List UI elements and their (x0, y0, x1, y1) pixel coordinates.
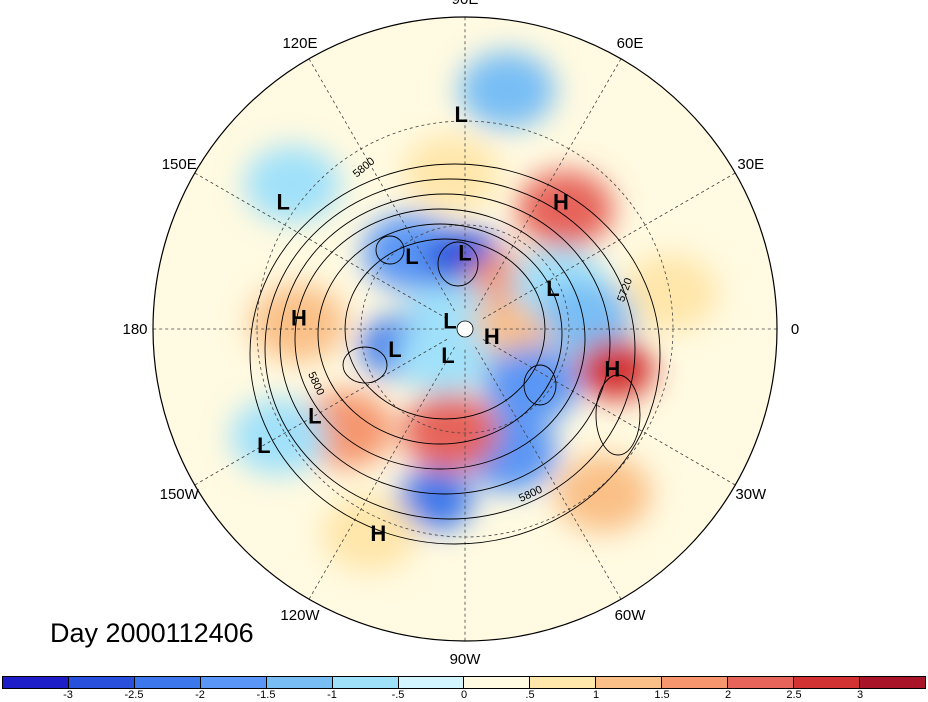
colorbar-tick: 1.5 (654, 689, 670, 701)
low-pressure-marker: L (308, 404, 321, 429)
colorbar-tick: 0 (460, 689, 468, 701)
high-pressure-marker: H (553, 190, 569, 215)
anomaly-blob-0 (517, 171, 614, 248)
anomaly-blob-23 (555, 455, 652, 533)
meridian-120 (308, 58, 455, 312)
high-pressure-marker: H (370, 521, 386, 546)
colorbar-tick: .5 (525, 689, 535, 701)
colorbar-swatch-0 (3, 677, 69, 688)
colorbar-tick: 3 (856, 689, 864, 701)
colorbar-swatch-9 (596, 677, 663, 688)
longitude-label: 0 (791, 321, 799, 338)
colorbar-tick: 1 (592, 689, 600, 701)
low-pressure-marker: L (277, 190, 290, 215)
longitude-label: 90W (450, 651, 482, 668)
high-pressure-marker: H (484, 324, 500, 349)
colorbar-swatch-13 (859, 677, 925, 688)
anomaly-blob-16 (483, 346, 580, 424)
longitude-label: 60E (617, 35, 644, 52)
anomaly-blob-2 (621, 254, 718, 332)
longitude-label: 30W (735, 486, 767, 503)
longitude-label: 90E (452, 0, 479, 8)
colorbar-tick: -2.5 (124, 689, 144, 701)
low-pressure-marker: L (443, 308, 456, 333)
closed-contour-0 (437, 241, 479, 287)
colorbar (2, 676, 926, 689)
meridian-330 (482, 339, 736, 486)
low-pressure-marker: L (441, 343, 454, 368)
colorbar-swatch-5 (332, 677, 399, 688)
low-pressure-marker: L (455, 102, 468, 127)
meridian-300 (475, 346, 622, 600)
colorbar-swatch-12 (794, 677, 860, 688)
height-contour-3 (294, 208, 586, 470)
longitude-label: 60W (615, 607, 647, 624)
height-contours (249, 163, 661, 545)
height-contour-2 (279, 193, 611, 495)
longitude-label: 150W (160, 486, 200, 503)
longitude-labels: 90E 60E 30E 0 30W 60W 90W 120W 150W 180 150E 120E (122, 0, 799, 668)
colorbar-swatch-6 (398, 677, 465, 688)
colorbar-tick: 2.5 (786, 689, 802, 701)
colorbar-swatch-10 (662, 677, 729, 688)
colorbar-swatch-11 (728, 677, 795, 688)
longitude-label: 120E (282, 35, 317, 52)
map-disk (153, 17, 777, 641)
colorbar-swatch-3 (200, 677, 267, 688)
colorbar-swatch-1 (68, 677, 135, 688)
height-contour-0 (249, 163, 661, 545)
anomaly-blob-4 (244, 145, 341, 223)
latitude-circle-60 (360, 224, 570, 434)
height-contour-5 (344, 238, 546, 420)
anomaly-blob-1 (403, 135, 500, 212)
closed-contour-2 (342, 346, 388, 384)
closed-contour-1 (375, 235, 405, 265)
colorbar-swatch-4 (266, 677, 333, 688)
meridian-150 (194, 172, 448, 319)
colorbar-tick: 2 (724, 689, 732, 701)
height-contour-1 (264, 178, 636, 520)
colorbar-swatch-7 (464, 677, 531, 688)
colorbar-tick: -1.5 (256, 689, 276, 701)
high-pressure-marker: H (604, 356, 620, 381)
closed-contour-4 (595, 374, 641, 456)
low-pressure-marker: L (458, 241, 471, 266)
longitude-label: 30E (737, 156, 764, 173)
graticule (153, 17, 777, 641)
low-pressure-marker: L (388, 337, 401, 362)
colorbar-swatch-2 (134, 677, 201, 688)
longitude-label: 180 (122, 321, 147, 338)
map-boundary (152, 16, 778, 642)
anomaly-blob-3 (459, 51, 556, 129)
pole-marker (456, 320, 474, 338)
colorbar-tick-labels: -3 -2.5 -2 -1.5 -1 -.5 0 .5 1 1.5 2 2.5 3 (0, 689, 928, 702)
meridian-210 (194, 339, 448, 486)
height-contour-4 (317, 223, 563, 445)
colorbar-tick: -3 (63, 689, 73, 701)
colorbar-tick: -.5 (391, 689, 405, 701)
anomaly-blob-19 (402, 393, 499, 471)
longitude-label: 150E (162, 156, 197, 173)
colorbar-swatch-8 (530, 677, 597, 688)
low-pressure-marker: L (257, 433, 270, 458)
anomaly-blob-18 (396, 469, 473, 531)
colorbar-tick: -1 (327, 689, 337, 701)
closed-contour-3 (523, 364, 557, 406)
meridian-240 (308, 346, 455, 600)
map-title: Day 2000112406 (50, 618, 254, 648)
high-pressure-marker: H (291, 305, 307, 330)
low-pressure-marker: L (405, 244, 418, 269)
low-pressure-marker: L (546, 276, 559, 301)
colorbar-tick: -2 (195, 689, 205, 701)
longitude-label: 120W (280, 607, 320, 624)
meridian-30 (482, 172, 736, 319)
anomaly-blob-22 (321, 494, 418, 572)
anomaly-field (230, 51, 718, 572)
